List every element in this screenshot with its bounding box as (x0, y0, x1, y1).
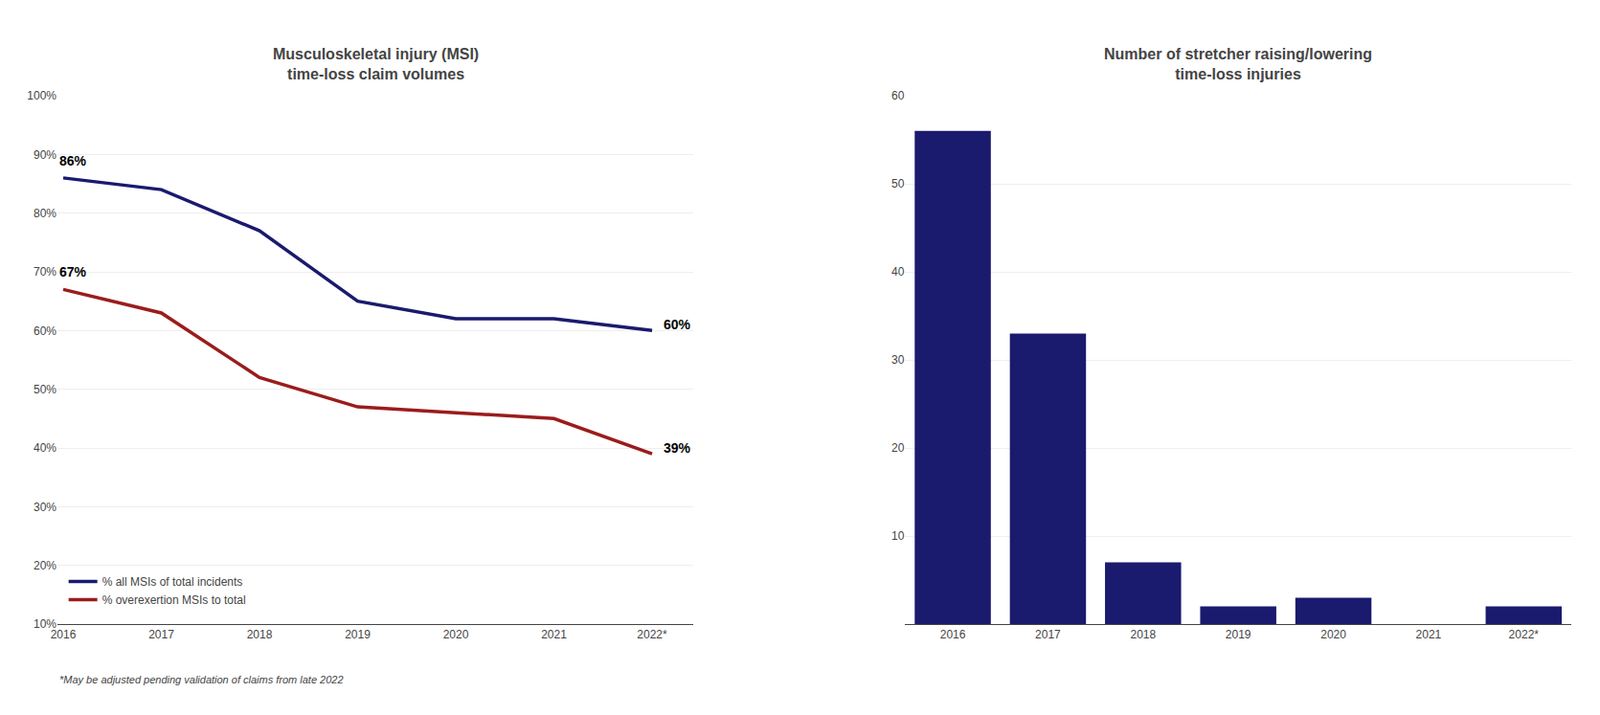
svg-text:2022*: 2022* (1509, 628, 1540, 642)
svg-text:40%: 40% (33, 441, 57, 455)
svg-text:2018: 2018 (247, 628, 273, 642)
svg-text:20%: 20% (33, 559, 57, 573)
svg-text:% overexertion MSIs to total: % overexertion MSIs to total (102, 593, 247, 608)
svg-text:2020: 2020 (443, 628, 470, 642)
svg-text:10: 10 (891, 529, 905, 543)
svg-text:2021: 2021 (1416, 628, 1443, 642)
svg-text:20: 20 (891, 441, 905, 455)
svg-text:50%: 50% (33, 383, 57, 397)
svg-text:2016: 2016 (940, 628, 967, 642)
svg-text:39%: 39% (663, 440, 692, 456)
svg-text:60%: 60% (663, 316, 692, 333)
svg-text:90%: 90% (33, 148, 57, 162)
svg-text:100%: 100% (26, 89, 57, 103)
svg-text:30: 30 (891, 353, 905, 367)
svg-text:% all MSIs of total incidents: % all MSIs of total incidents (102, 575, 244, 589)
svg-text:50: 50 (891, 177, 905, 191)
svg-text:30%: 30% (33, 500, 57, 515)
svg-text:2019: 2019 (344, 628, 371, 642)
svg-text:Musculoskeletal injury (MSI)ti: Musculoskeletal injury (MSI)time-loss cl… (272, 45, 479, 83)
svg-text:70%: 70% (33, 265, 57, 279)
svg-text:2017: 2017 (1035, 628, 1061, 642)
svg-text:67%: 67% (59, 264, 88, 280)
svg-text:*May be adjusted pending valid: *May be adjusted pending validation of c… (59, 674, 344, 686)
svg-text:40: 40 (891, 265, 905, 279)
svg-text:2017: 2017 (148, 628, 175, 642)
svg-text:Number of stretcher raising/lo: Number of stretcher raising/loweringtime… (1104, 45, 1373, 83)
svg-text:2020: 2020 (1320, 628, 1347, 642)
svg-text:2016: 2016 (50, 628, 77, 642)
svg-text:10%: 10% (33, 617, 57, 631)
svg-text:2019: 2019 (1225, 628, 1252, 642)
svg-text:86%: 86% (59, 153, 88, 169)
svg-text:80%: 80% (33, 206, 57, 221)
svg-text:2021: 2021 (540, 628, 567, 642)
svg-text:2022*: 2022* (636, 628, 668, 642)
svg-text:60%: 60% (33, 324, 57, 339)
svg-text:2018: 2018 (1129, 628, 1156, 642)
svg-text:60: 60 (891, 89, 905, 103)
